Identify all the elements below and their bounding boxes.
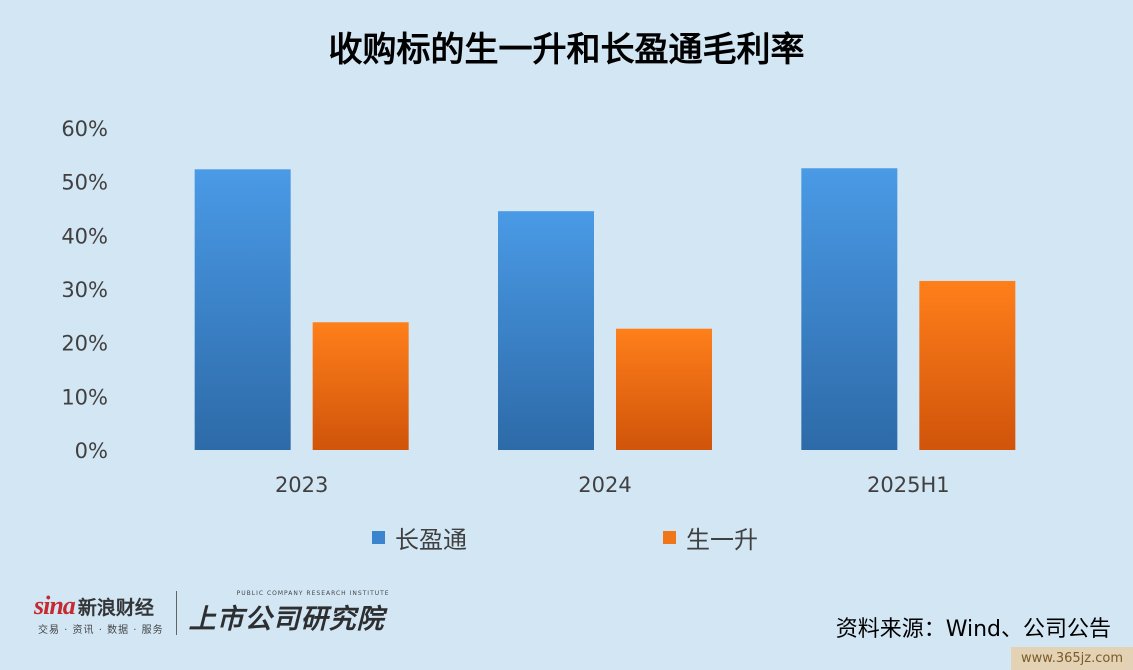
site-watermark: www.365jz.com [1011, 647, 1133, 670]
y-tick-label: 40% [61, 224, 108, 248]
source-note: 资料来源：Wind、公司公告 [835, 617, 1111, 642]
y-tick-label: 50% [61, 171, 108, 195]
sina-mark: sina [34, 590, 76, 620]
y-tick-label: 30% [61, 278, 108, 302]
bar-shengyisheng-2023 [312, 322, 409, 450]
bar-changyingtong-2023 [194, 169, 291, 450]
y-tick-label: 0% [75, 439, 108, 463]
chart-title: 收购标的生一升和长盈通毛利率 [328, 30, 805, 70]
y-tick-label: 60% [61, 117, 108, 141]
sina-subtitle: 交易 · 资讯 · 数据 · 服务 [38, 624, 164, 636]
legend-label: 长盈通 [395, 526, 467, 554]
legend-swatch-orange [663, 531, 676, 544]
x-tick-label: 2024 [578, 473, 631, 497]
logo-divider [175, 591, 177, 635]
legend-item-shengyisheng: 生一升 [663, 520, 758, 555]
legend-item-changyingtong: 长盈通 [372, 520, 467, 555]
y-tick-label: 20% [61, 332, 108, 356]
bar-changyingtong-2025h1 [801, 168, 898, 450]
sina-name: 新浪财经 [77, 596, 154, 619]
bar-shengyisheng-2024 [616, 328, 712, 450]
institute-en-name: PUBLIC COMPANY RESEARCH INSTITUTE [236, 590, 390, 597]
sina-finance-logo: sina 新浪财经 交易 · 资讯 · 数据 · 服务 [34, 591, 164, 636]
x-tick-label: 2025H1 [867, 473, 950, 497]
x-tick-label: 2023 [275, 473, 328, 497]
y-tick-label: 10% [61, 385, 108, 409]
legend-swatch-blue [372, 531, 385, 544]
legend-label: 生一升 [686, 526, 758, 554]
institute-cn-name: 上市公司研究院 [188, 604, 385, 635]
footer-logos: sina 新浪财经 交易 · 资讯 · 数据 · 服务 PUBLIC COMPA… [34, 590, 390, 636]
research-institute-logo: PUBLIC COMPANY RESEARCH INSTITUTE 上市公司研究… [189, 590, 390, 636]
bar-changyingtong-2024 [498, 211, 594, 450]
bar-shengyisheng-2025h1 [919, 280, 1016, 450]
